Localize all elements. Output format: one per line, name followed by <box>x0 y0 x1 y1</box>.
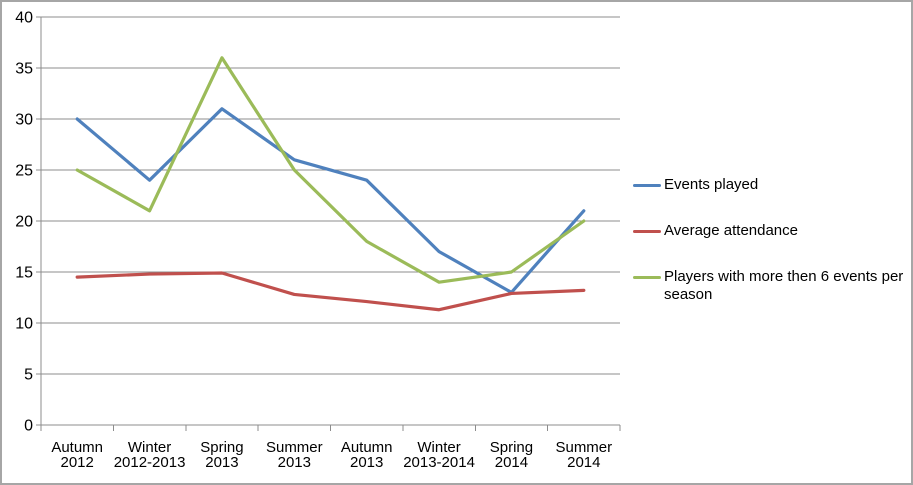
legend-swatch-players-6-events <box>633 275 661 279</box>
series-line-players-with-more-then-6-events-per-season[interactable] <box>75 56 586 284</box>
x-tick-label-7-line1: Summer <box>555 439 612 456</box>
x-tick-label-3-line1: Summer <box>266 439 323 456</box>
x-tick-label-1-line1: Winter <box>128 439 171 456</box>
y-tick-label-20: 20 <box>15 214 33 231</box>
x-tick-label-7-line2: 2014 <box>567 454 600 471</box>
x-tick-label-2-line1: Spring <box>200 439 243 456</box>
x-tick-label-6-line1: Spring <box>490 439 533 456</box>
x-tick-label-1-line2: 2012-2013 <box>114 454 186 471</box>
y-tick-label-35: 35 <box>15 61 33 78</box>
series-line-events-played[interactable] <box>75 107 586 294</box>
x-tick-label-6-line2: 2014 <box>495 454 528 471</box>
x-tick-label-5-line2: 2013-2014 <box>403 454 475 471</box>
y-tick-label-30: 30 <box>15 112 33 129</box>
legend-item-events-played[interactable]: Events played <box>633 176 909 194</box>
series-line-average-attendance[interactable] <box>75 271 586 312</box>
x-tick-label-0-line2: 2012 <box>61 454 94 471</box>
y-tick-label-15: 15 <box>15 265 33 282</box>
legend-label-players-6-events: Players with more then 6 events per seas… <box>664 268 904 303</box>
legend-swatch-average-attendance <box>633 229 661 233</box>
legend: Events played Average attendance Players… <box>633 176 909 332</box>
legend-item-players-6-events[interactable]: Players with more then 6 events per seas… <box>633 268 909 304</box>
y-tick-label-40: 40 <box>15 10 33 27</box>
x-tick-label-5-line1: Winter <box>417 439 460 456</box>
y-tick-label-10: 10 <box>15 316 33 333</box>
legend-label-events-played: Events played <box>664 176 759 193</box>
y-tick-label-0: 0 <box>24 418 33 435</box>
y-tick-label-5: 5 <box>24 367 33 384</box>
legend-label-average-attendance: Average attendance <box>664 222 798 239</box>
legend-item-average-attendance[interactable]: Average attendance <box>633 222 909 240</box>
x-tick-label-4-line2: 2013 <box>350 454 383 471</box>
x-tick-label-4-line1: Autumn <box>341 439 393 456</box>
x-tick-label-3-line2: 2013 <box>278 454 311 471</box>
y-tick-label-25: 25 <box>15 163 33 180</box>
x-tick-label-2-line2: 2013 <box>205 454 238 471</box>
legend-swatch-events-played <box>633 183 661 187</box>
x-tick-label-0-line1: Autumn <box>51 439 103 456</box>
